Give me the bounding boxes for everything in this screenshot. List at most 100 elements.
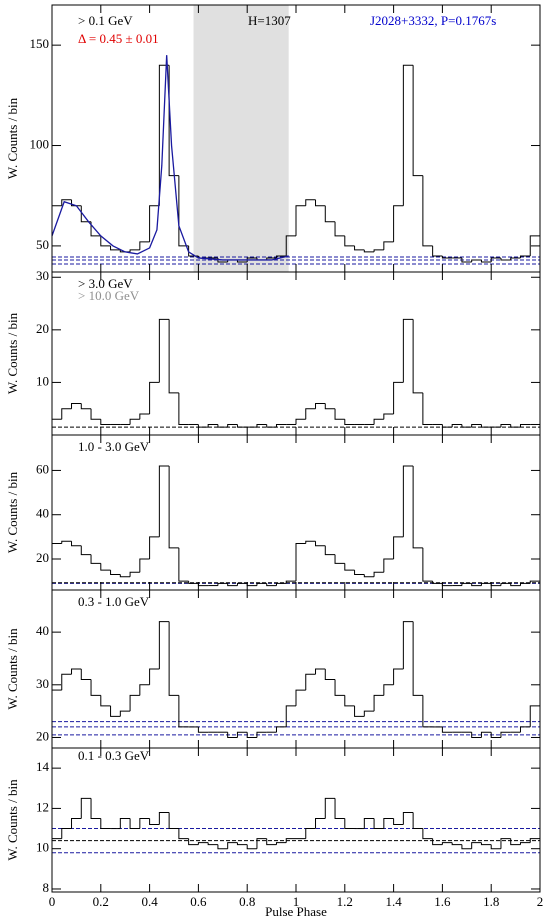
x-tick-label: 1.2 [337, 894, 353, 909]
histogram-bin [139, 817, 150, 829]
histogram-bin [354, 570, 365, 575]
y-axis-label: W. Counts / bin [5, 779, 20, 861]
histogram-bin [207, 842, 218, 846]
y-axis-label: W. Counts / bin [5, 97, 20, 179]
histogram-bin [71, 199, 82, 207]
histogram-bin [90, 798, 101, 819]
histogram-bin [285, 580, 296, 584]
histogram-bin [168, 621, 179, 696]
y-axis-label: W. Counts / bin [5, 628, 20, 710]
histogram-bin [158, 318, 170, 383]
histogram-bin [80, 545, 92, 556]
histogram-bin [71, 402, 82, 409]
histogram-bin [168, 466, 179, 549]
histogram-bin [110, 705, 121, 717]
histogram-bin [197, 726, 209, 733]
y-tick-label: 10 [36, 840, 49, 855]
histogram-bin [432, 581, 443, 584]
histogram-bin [471, 583, 482, 587]
y-tick-label: 100 [30, 137, 50, 152]
histogram-bin [324, 797, 336, 819]
histogram-bin [139, 684, 150, 696]
annotation: 1.0 - 3.0 GeV [78, 439, 150, 454]
histogram-bin [168, 812, 179, 830]
histogram-bin [519, 582, 531, 586]
histogram-bin [383, 817, 394, 829]
histogram-bin [471, 423, 482, 428]
histogram-bin [324, 205, 336, 223]
histogram-bin [451, 842, 462, 846]
histogram-bin [315, 817, 326, 829]
histogram-bin [90, 554, 101, 564]
histogram-bin [383, 241, 394, 250]
histogram-bin [334, 798, 345, 819]
histogram-bin [305, 199, 316, 206]
x-tick-label: 1.4 [385, 894, 402, 909]
histogram-bin [363, 817, 375, 829]
histogram-bin [373, 571, 384, 577]
x-tick-label: 0.2 [93, 894, 109, 909]
histogram-bin [236, 582, 248, 586]
histogram-bin [61, 828, 72, 839]
histogram-bin [266, 838, 277, 846]
histogram-bin [256, 582, 267, 586]
histogram-bin [149, 668, 160, 685]
histogram-bin [129, 249, 140, 252]
fit-curve [51, 55, 289, 261]
histogram-bin [305, 408, 316, 420]
histogram-bin [305, 828, 316, 839]
histogram-bin [393, 205, 404, 242]
histogram-bin [412, 466, 423, 549]
histogram-bin [236, 731, 248, 738]
histogram-bin [275, 842, 287, 845]
histogram-bin [149, 205, 160, 242]
histogram-bin [246, 257, 257, 262]
histogram-bin [61, 540, 72, 544]
histogram-bin [197, 424, 209, 428]
histogram-bin [480, 259, 492, 263]
histogram-bin [461, 424, 472, 428]
histogram-bin [315, 541, 326, 547]
histogram-bin [373, 418, 384, 425]
histogram-bin [412, 319, 423, 394]
histogram-bin [256, 838, 267, 849]
x-tick-label: 1.8 [483, 894, 499, 909]
histogram-bin [71, 541, 82, 547]
histogram-bin [227, 732, 238, 738]
histogram-bin [119, 574, 131, 578]
histogram-bin [510, 583, 521, 587]
histogram-bin [529, 838, 540, 843]
histogram-bin [344, 818, 355, 830]
histogram-bin [256, 423, 267, 428]
histogram-bin [139, 558, 150, 573]
x-tick-label: 0.8 [239, 894, 255, 909]
histogram-bin [149, 818, 160, 826]
annotation: J2028+3332, P=0.1767s [370, 13, 496, 28]
histogram-bin [422, 828, 433, 840]
histogram-bin [471, 259, 482, 262]
histogram-bin [285, 705, 296, 727]
off-pulse-region [193, 5, 289, 272]
histogram-bin [90, 679, 101, 696]
histogram-bin [441, 842, 453, 845]
histogram-bin [119, 817, 131, 829]
histogram-bin [393, 818, 404, 826]
histogram-bin [402, 465, 414, 537]
histogram-bin [149, 536, 160, 559]
y-tick-label: 40 [36, 623, 49, 638]
panel-frame [51, 589, 541, 749]
histogram-bin [197, 842, 209, 845]
histogram-bin [266, 583, 277, 587]
histogram-bin [344, 419, 355, 425]
histogram-bin [393, 668, 404, 685]
histogram-bin [334, 679, 345, 696]
histogram-bin [275, 423, 287, 428]
histogram-bin [510, 257, 521, 260]
histogram-bin [373, 249, 384, 252]
histogram-bin [71, 817, 82, 829]
annotation: > 3.0 GeV [78, 276, 133, 291]
y-tick-label: 30 [36, 268, 49, 283]
histogram-bin [275, 255, 287, 258]
histogram-bin [461, 582, 472, 586]
